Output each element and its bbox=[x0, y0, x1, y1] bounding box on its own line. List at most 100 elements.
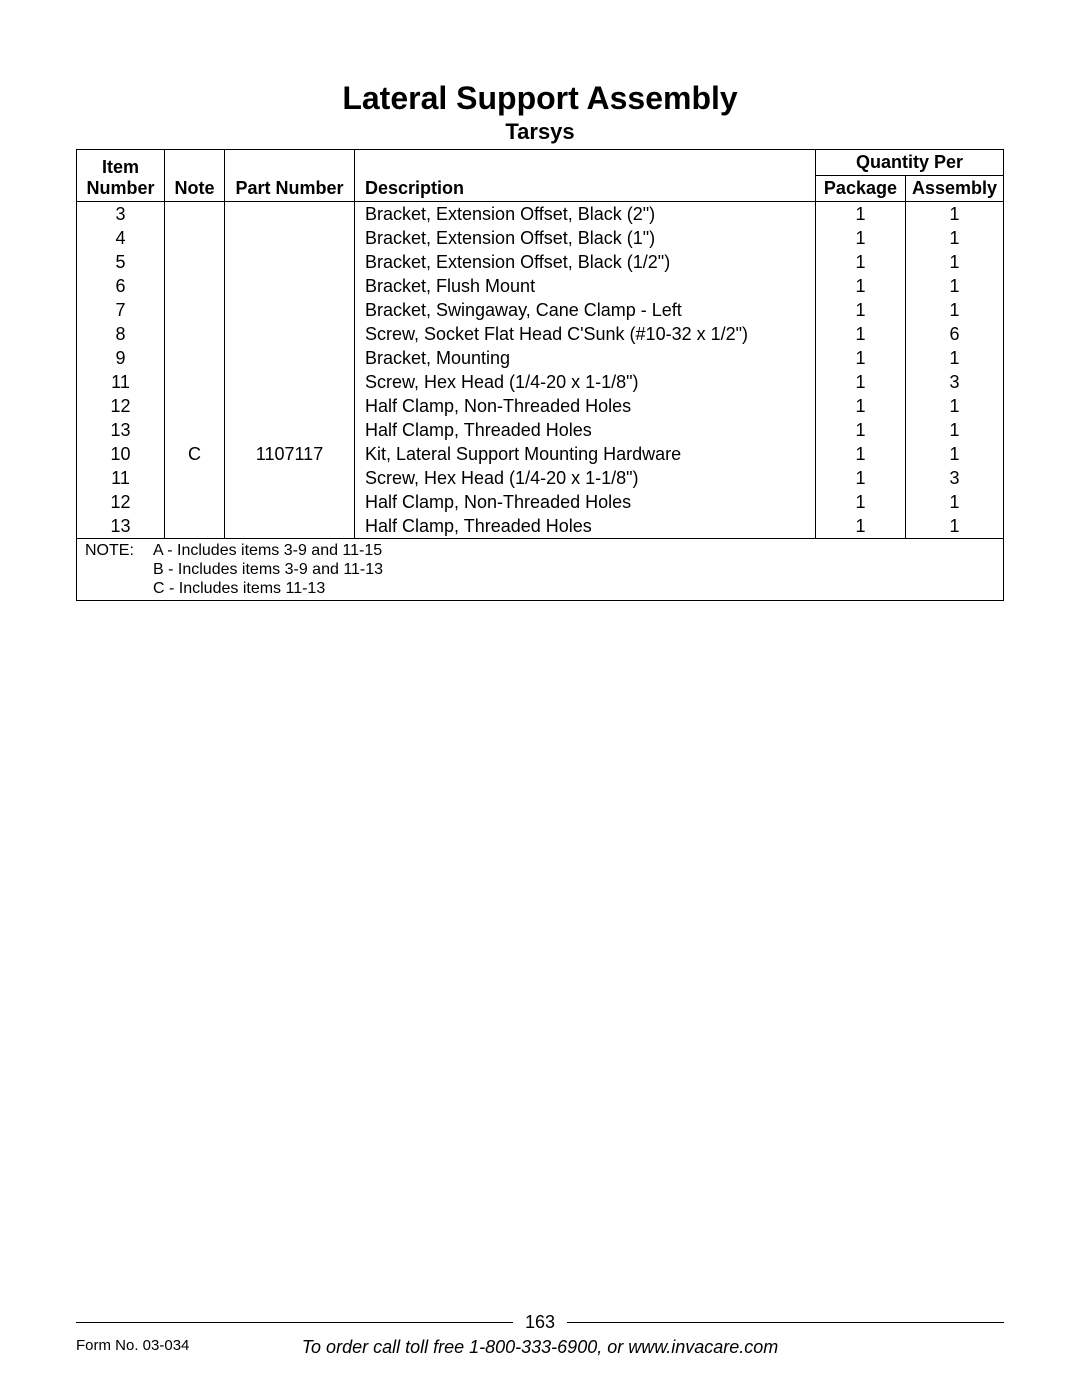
cell-part-number bbox=[225, 370, 355, 394]
header-part-number: Part Number bbox=[225, 150, 355, 202]
cell-part-number bbox=[225, 514, 355, 539]
table-row: 7Bracket, Swingaway, Cane Clamp - Left11 bbox=[77, 298, 1004, 322]
cell-item-number: 8 bbox=[77, 322, 165, 346]
cell-description: Half Clamp, Threaded Holes bbox=[355, 418, 816, 442]
cell-package: 1 bbox=[815, 394, 905, 418]
cell-note bbox=[165, 490, 225, 514]
cell-note bbox=[165, 346, 225, 370]
cell-assembly: 1 bbox=[905, 226, 1003, 250]
cell-note bbox=[165, 298, 225, 322]
cell-note: C bbox=[165, 442, 225, 466]
header-description: Description bbox=[355, 150, 816, 202]
cell-assembly: 1 bbox=[905, 418, 1003, 442]
cell-description: Half Clamp, Non-Threaded Holes bbox=[355, 394, 816, 418]
cell-assembly: 3 bbox=[905, 466, 1003, 490]
cell-assembly: 1 bbox=[905, 298, 1003, 322]
cell-package: 1 bbox=[815, 490, 905, 514]
note-line: C - Includes items 11-13 bbox=[153, 579, 383, 598]
table-row: 11 Screw, Hex Head (1/4-20 x 1-1/8")13 bbox=[77, 466, 1004, 490]
cell-note bbox=[165, 370, 225, 394]
cell-part-number bbox=[225, 226, 355, 250]
cell-package: 1 bbox=[815, 514, 905, 539]
cell-part-number bbox=[225, 466, 355, 490]
cell-item-number: 3 bbox=[77, 202, 165, 227]
cell-assembly: 1 bbox=[905, 514, 1003, 539]
cell-description: Kit, Lateral Support Mounting Hardware bbox=[355, 442, 816, 466]
cell-item-number: 13 bbox=[77, 418, 165, 442]
cell-assembly: 3 bbox=[905, 370, 1003, 394]
cell-description: Half Clamp, Threaded Holes bbox=[355, 514, 816, 539]
cell-assembly: 1 bbox=[905, 394, 1003, 418]
cell-package: 1 bbox=[815, 466, 905, 490]
cell-assembly: 1 bbox=[905, 490, 1003, 514]
page-title: Lateral Support Assembly bbox=[76, 80, 1004, 117]
cell-part-number bbox=[225, 298, 355, 322]
cell-part-number bbox=[225, 490, 355, 514]
cell-assembly: 1 bbox=[905, 442, 1003, 466]
cell-package: 1 bbox=[815, 298, 905, 322]
table-row: 8Screw, Socket Flat Head C'Sunk (#10-32 … bbox=[77, 322, 1004, 346]
header-item-number: Item Number bbox=[77, 150, 165, 202]
cell-part-number bbox=[225, 394, 355, 418]
cell-description: Screw, Hex Head (1/4-20 x 1-1/8") bbox=[355, 466, 816, 490]
table-row: 13Half Clamp, Threaded Holes11 bbox=[77, 514, 1004, 539]
cell-part-number bbox=[225, 202, 355, 227]
cell-note bbox=[165, 466, 225, 490]
parts-table: Item Number Note Part Number Description… bbox=[76, 149, 1004, 601]
cell-item-number: 12 bbox=[77, 394, 165, 418]
cell-item-number: 11 bbox=[77, 466, 165, 490]
order-text: To order call toll free 1-800-333-6900, … bbox=[76, 1337, 1004, 1358]
cell-description: Bracket, Swingaway, Cane Clamp - Left bbox=[355, 298, 816, 322]
header-item-line1: Item bbox=[102, 157, 139, 177]
table-row: 9Bracket, Mounting11 bbox=[77, 346, 1004, 370]
page-number: 163 bbox=[525, 1312, 555, 1333]
table-row: 12Half Clamp, Non-Threaded Holes11 bbox=[77, 394, 1004, 418]
cell-description: Bracket, Mounting bbox=[355, 346, 816, 370]
page-number-row: 163 bbox=[76, 1312, 1004, 1333]
cell-package: 1 bbox=[815, 202, 905, 227]
table-row: 12Half Clamp, Non-Threaded Holes11 bbox=[77, 490, 1004, 514]
cell-package: 1 bbox=[815, 322, 905, 346]
cell-part-number: 1107117 bbox=[225, 442, 355, 466]
cell-part-number bbox=[225, 418, 355, 442]
cell-description: Half Clamp, Non-Threaded Holes bbox=[355, 490, 816, 514]
cell-part-number bbox=[225, 346, 355, 370]
note-label: NOTE: bbox=[85, 541, 153, 560]
cell-package: 1 bbox=[815, 226, 905, 250]
cell-note bbox=[165, 274, 225, 298]
cell-package: 1 bbox=[815, 442, 905, 466]
cell-description: Bracket, Extension Offset, Black (1/2") bbox=[355, 250, 816, 274]
table-row: 4Bracket, Extension Offset, Black (1")11 bbox=[77, 226, 1004, 250]
cell-note bbox=[165, 514, 225, 539]
cell-item-number: 4 bbox=[77, 226, 165, 250]
cell-item-number: 6 bbox=[77, 274, 165, 298]
cell-assembly: 1 bbox=[905, 346, 1003, 370]
cell-note bbox=[165, 394, 225, 418]
header-quantity-per: Quantity Per bbox=[815, 150, 1003, 176]
cell-assembly: 6 bbox=[905, 322, 1003, 346]
cell-description: Screw, Hex Head (1/4-20 x 1-1/8") bbox=[355, 370, 816, 394]
cell-part-number bbox=[225, 274, 355, 298]
footer: 163 Form No. 03-034 To order call toll f… bbox=[76, 1312, 1004, 1359]
table-row: 5 Bracket, Extension Offset, Black (1/2")… bbox=[77, 250, 1004, 274]
cell-item-number: 10 bbox=[77, 442, 165, 466]
page-line-left bbox=[76, 1322, 513, 1323]
cell-item-number: 5 bbox=[77, 250, 165, 274]
cell-description: Bracket, Extension Offset, Black (2") bbox=[355, 202, 816, 227]
cell-note bbox=[165, 418, 225, 442]
header-item-line2: Number bbox=[86, 178, 154, 198]
cell-package: 1 bbox=[815, 250, 905, 274]
page-line-right bbox=[567, 1322, 1004, 1323]
table-row: 11Screw, Hex Head (1/4-20 x 1-1/8")13 bbox=[77, 370, 1004, 394]
cell-item-number: 13 bbox=[77, 514, 165, 539]
cell-package: 1 bbox=[815, 274, 905, 298]
cell-assembly: 1 bbox=[905, 250, 1003, 274]
table-row: 3Bracket, Extension Offset, Black (2")11 bbox=[77, 202, 1004, 227]
cell-note bbox=[165, 250, 225, 274]
page-subtitle: Tarsys bbox=[76, 119, 1004, 145]
cell-description: Bracket, Extension Offset, Black (1") bbox=[355, 226, 816, 250]
cell-item-number: 9 bbox=[77, 346, 165, 370]
table-row: 6Bracket, Flush Mount11 bbox=[77, 274, 1004, 298]
cell-note bbox=[165, 226, 225, 250]
cell-note bbox=[165, 322, 225, 346]
